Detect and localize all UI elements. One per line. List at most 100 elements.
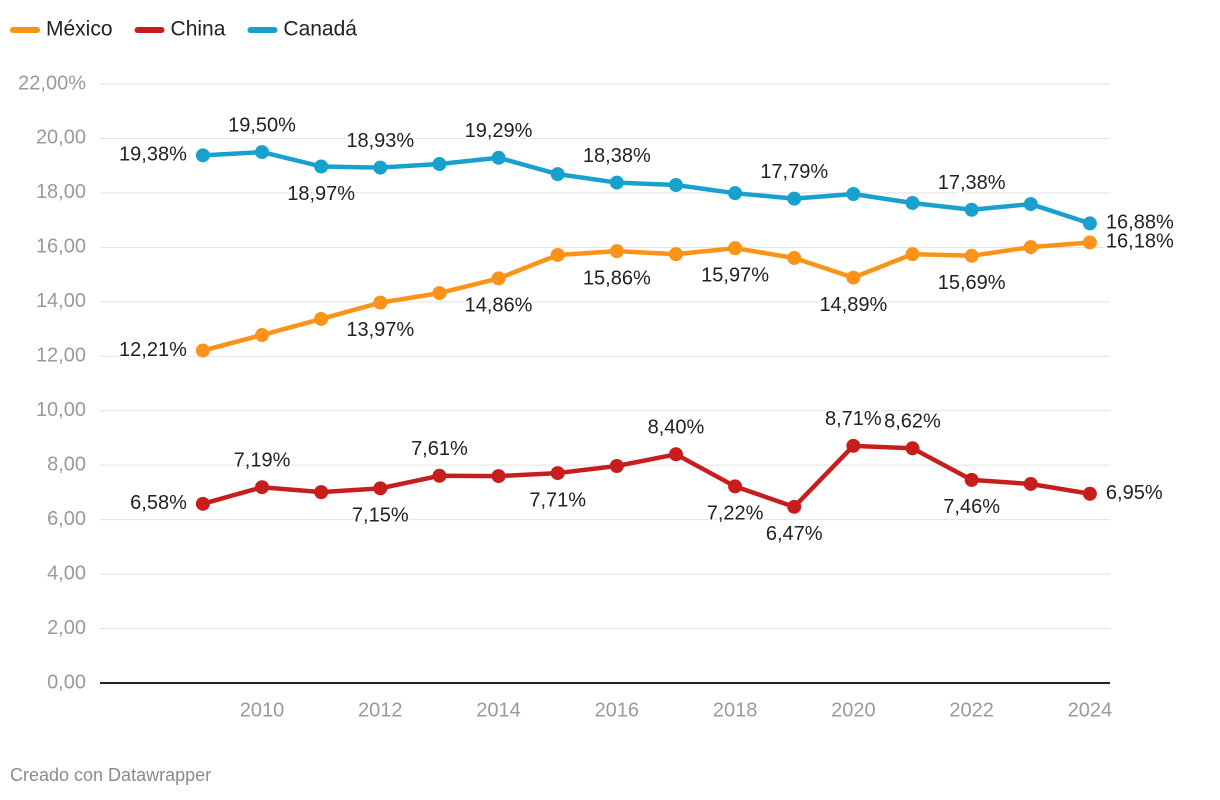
point bbox=[314, 311, 329, 326]
point bbox=[373, 160, 388, 175]
value-label: 12,21% bbox=[119, 339, 187, 361]
value-label: 18,97% bbox=[287, 183, 355, 205]
point bbox=[905, 247, 920, 262]
point bbox=[550, 167, 565, 182]
value-label: 17,79% bbox=[760, 161, 828, 183]
y-tick-label: 12,00 bbox=[36, 345, 86, 367]
point bbox=[728, 241, 743, 256]
point bbox=[728, 186, 743, 201]
x-tick-label: 2012 bbox=[358, 699, 403, 721]
value-label: 15,97% bbox=[701, 264, 769, 286]
point bbox=[787, 499, 802, 514]
point bbox=[668, 178, 683, 193]
point bbox=[1023, 476, 1038, 491]
y-tick-label: 10,00 bbox=[36, 399, 86, 421]
legend-swatch bbox=[134, 27, 165, 33]
y-tick-label: 16,00 bbox=[36, 236, 86, 258]
y-tick-label: 20,00 bbox=[36, 127, 86, 149]
point bbox=[964, 248, 979, 263]
value-label: 15,69% bbox=[938, 272, 1006, 294]
value-label: 6,95% bbox=[1106, 482, 1163, 504]
point bbox=[314, 485, 329, 500]
value-label: 18,93% bbox=[346, 130, 414, 152]
x-tick-label: 2010 bbox=[240, 699, 285, 721]
point bbox=[314, 159, 329, 174]
x-tick-label: 2022 bbox=[949, 699, 994, 721]
value-label: 7,15% bbox=[352, 505, 409, 527]
value-label: 17,38% bbox=[938, 172, 1006, 194]
point bbox=[964, 472, 979, 487]
value-label: 7,61% bbox=[411, 438, 468, 460]
point bbox=[609, 244, 624, 259]
y-tick-label: 6,00 bbox=[47, 508, 86, 530]
value-label: 13,97% bbox=[346, 319, 414, 341]
point bbox=[787, 191, 802, 206]
value-label: 14,89% bbox=[819, 294, 887, 316]
y-tick-label: 0,00 bbox=[47, 671, 86, 693]
value-label: 7,19% bbox=[234, 450, 291, 472]
point bbox=[728, 479, 743, 494]
point bbox=[255, 328, 270, 343]
point bbox=[609, 175, 624, 190]
value-label: 16,18% bbox=[1106, 231, 1174, 253]
value-label: 14,86% bbox=[465, 295, 533, 317]
point bbox=[255, 145, 270, 160]
value-label: 7,71% bbox=[529, 489, 586, 511]
point bbox=[373, 481, 388, 496]
point bbox=[550, 247, 565, 262]
value-label: 8,71% bbox=[825, 408, 882, 430]
point bbox=[1082, 486, 1097, 501]
value-label: 6,47% bbox=[766, 523, 823, 545]
y-tick-label: 22,00% bbox=[18, 72, 86, 94]
point bbox=[846, 186, 861, 201]
legend-label: Canadá bbox=[283, 18, 357, 41]
point bbox=[787, 250, 802, 265]
value-label: 15,86% bbox=[583, 267, 651, 289]
series-line bbox=[202, 240, 1091, 353]
value-label: 6,58% bbox=[130, 492, 187, 514]
value-label: 8,40% bbox=[648, 417, 705, 439]
point bbox=[373, 295, 388, 310]
point bbox=[609, 458, 624, 473]
point bbox=[432, 157, 447, 172]
point bbox=[1082, 216, 1097, 231]
x-tick-label: 2014 bbox=[476, 699, 521, 721]
legend-label: China bbox=[171, 18, 226, 41]
point bbox=[668, 447, 683, 462]
value-label: 8,62% bbox=[884, 411, 941, 433]
point bbox=[1023, 240, 1038, 255]
point bbox=[195, 496, 210, 511]
point bbox=[195, 343, 210, 358]
point bbox=[491, 469, 506, 484]
y-tick-label: 18,00 bbox=[36, 181, 86, 203]
value-label: 16,88% bbox=[1106, 212, 1174, 234]
point bbox=[432, 286, 447, 301]
value-label: 19,38% bbox=[119, 144, 187, 166]
legend-swatch bbox=[247, 27, 278, 33]
value-label: 19,29% bbox=[465, 120, 533, 142]
y-tick-label: 8,00 bbox=[47, 453, 86, 475]
point bbox=[905, 441, 920, 456]
point bbox=[1082, 235, 1097, 250]
point bbox=[255, 480, 270, 495]
value-label: 7,46% bbox=[943, 496, 1000, 518]
series-line bbox=[202, 443, 1091, 510]
x-tick-label: 2020 bbox=[831, 699, 876, 721]
y-tick-label: 2,00 bbox=[47, 617, 86, 639]
point bbox=[846, 438, 861, 453]
value-label: 19,50% bbox=[228, 114, 296, 136]
y-tick-label: 14,00 bbox=[36, 290, 86, 312]
point bbox=[905, 195, 920, 210]
series-line bbox=[202, 149, 1091, 226]
point bbox=[491, 271, 506, 286]
point bbox=[1023, 197, 1038, 212]
value-label: 7,22% bbox=[707, 503, 764, 525]
point bbox=[846, 270, 861, 285]
legend-swatch bbox=[10, 27, 40, 33]
x-tick-label: 2016 bbox=[595, 699, 640, 721]
point bbox=[550, 466, 565, 481]
point bbox=[195, 148, 210, 163]
point bbox=[668, 247, 683, 262]
value-label: 18,38% bbox=[583, 145, 651, 167]
